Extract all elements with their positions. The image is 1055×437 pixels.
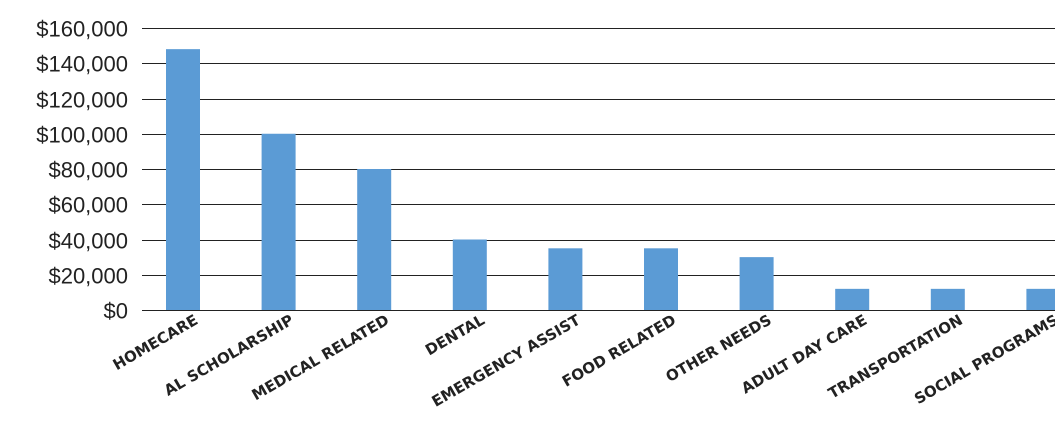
bar-adult-day-care — [835, 288, 870, 310]
y-tick-label: $20,000 — [48, 264, 128, 289]
y-tick-label: $0 — [104, 299, 128, 324]
bar-al-scholarship — [261, 133, 296, 310]
y-tick-label: $40,000 — [48, 229, 128, 254]
bar-social-programs — [1026, 288, 1055, 310]
bar-dental — [452, 239, 487, 310]
bar-homecare — [166, 49, 200, 311]
y-tick-label: $160,000 — [36, 17, 128, 42]
bar-emergency-assist — [548, 248, 583, 310]
bar-food-related — [644, 248, 678, 310]
y-tick-label: $80,000 — [48, 158, 128, 183]
bar-medical-related — [357, 169, 392, 310]
y-tick-label: $100,000 — [36, 123, 128, 148]
y-tick-label: $60,000 — [48, 193, 128, 218]
y-tick-label: $140,000 — [36, 52, 128, 77]
y-tick-label: $120,000 — [36, 88, 128, 113]
bar-transportation — [930, 288, 965, 310]
y-axis-tick-labels: $0 $20,000 $40,000 $60,000 $80,000 $100,000 $1… — [36, 17, 128, 324]
x-tick-label: DENTAL — [422, 311, 488, 360]
bars — [166, 49, 1055, 311]
bar-other-needs — [739, 257, 774, 310]
